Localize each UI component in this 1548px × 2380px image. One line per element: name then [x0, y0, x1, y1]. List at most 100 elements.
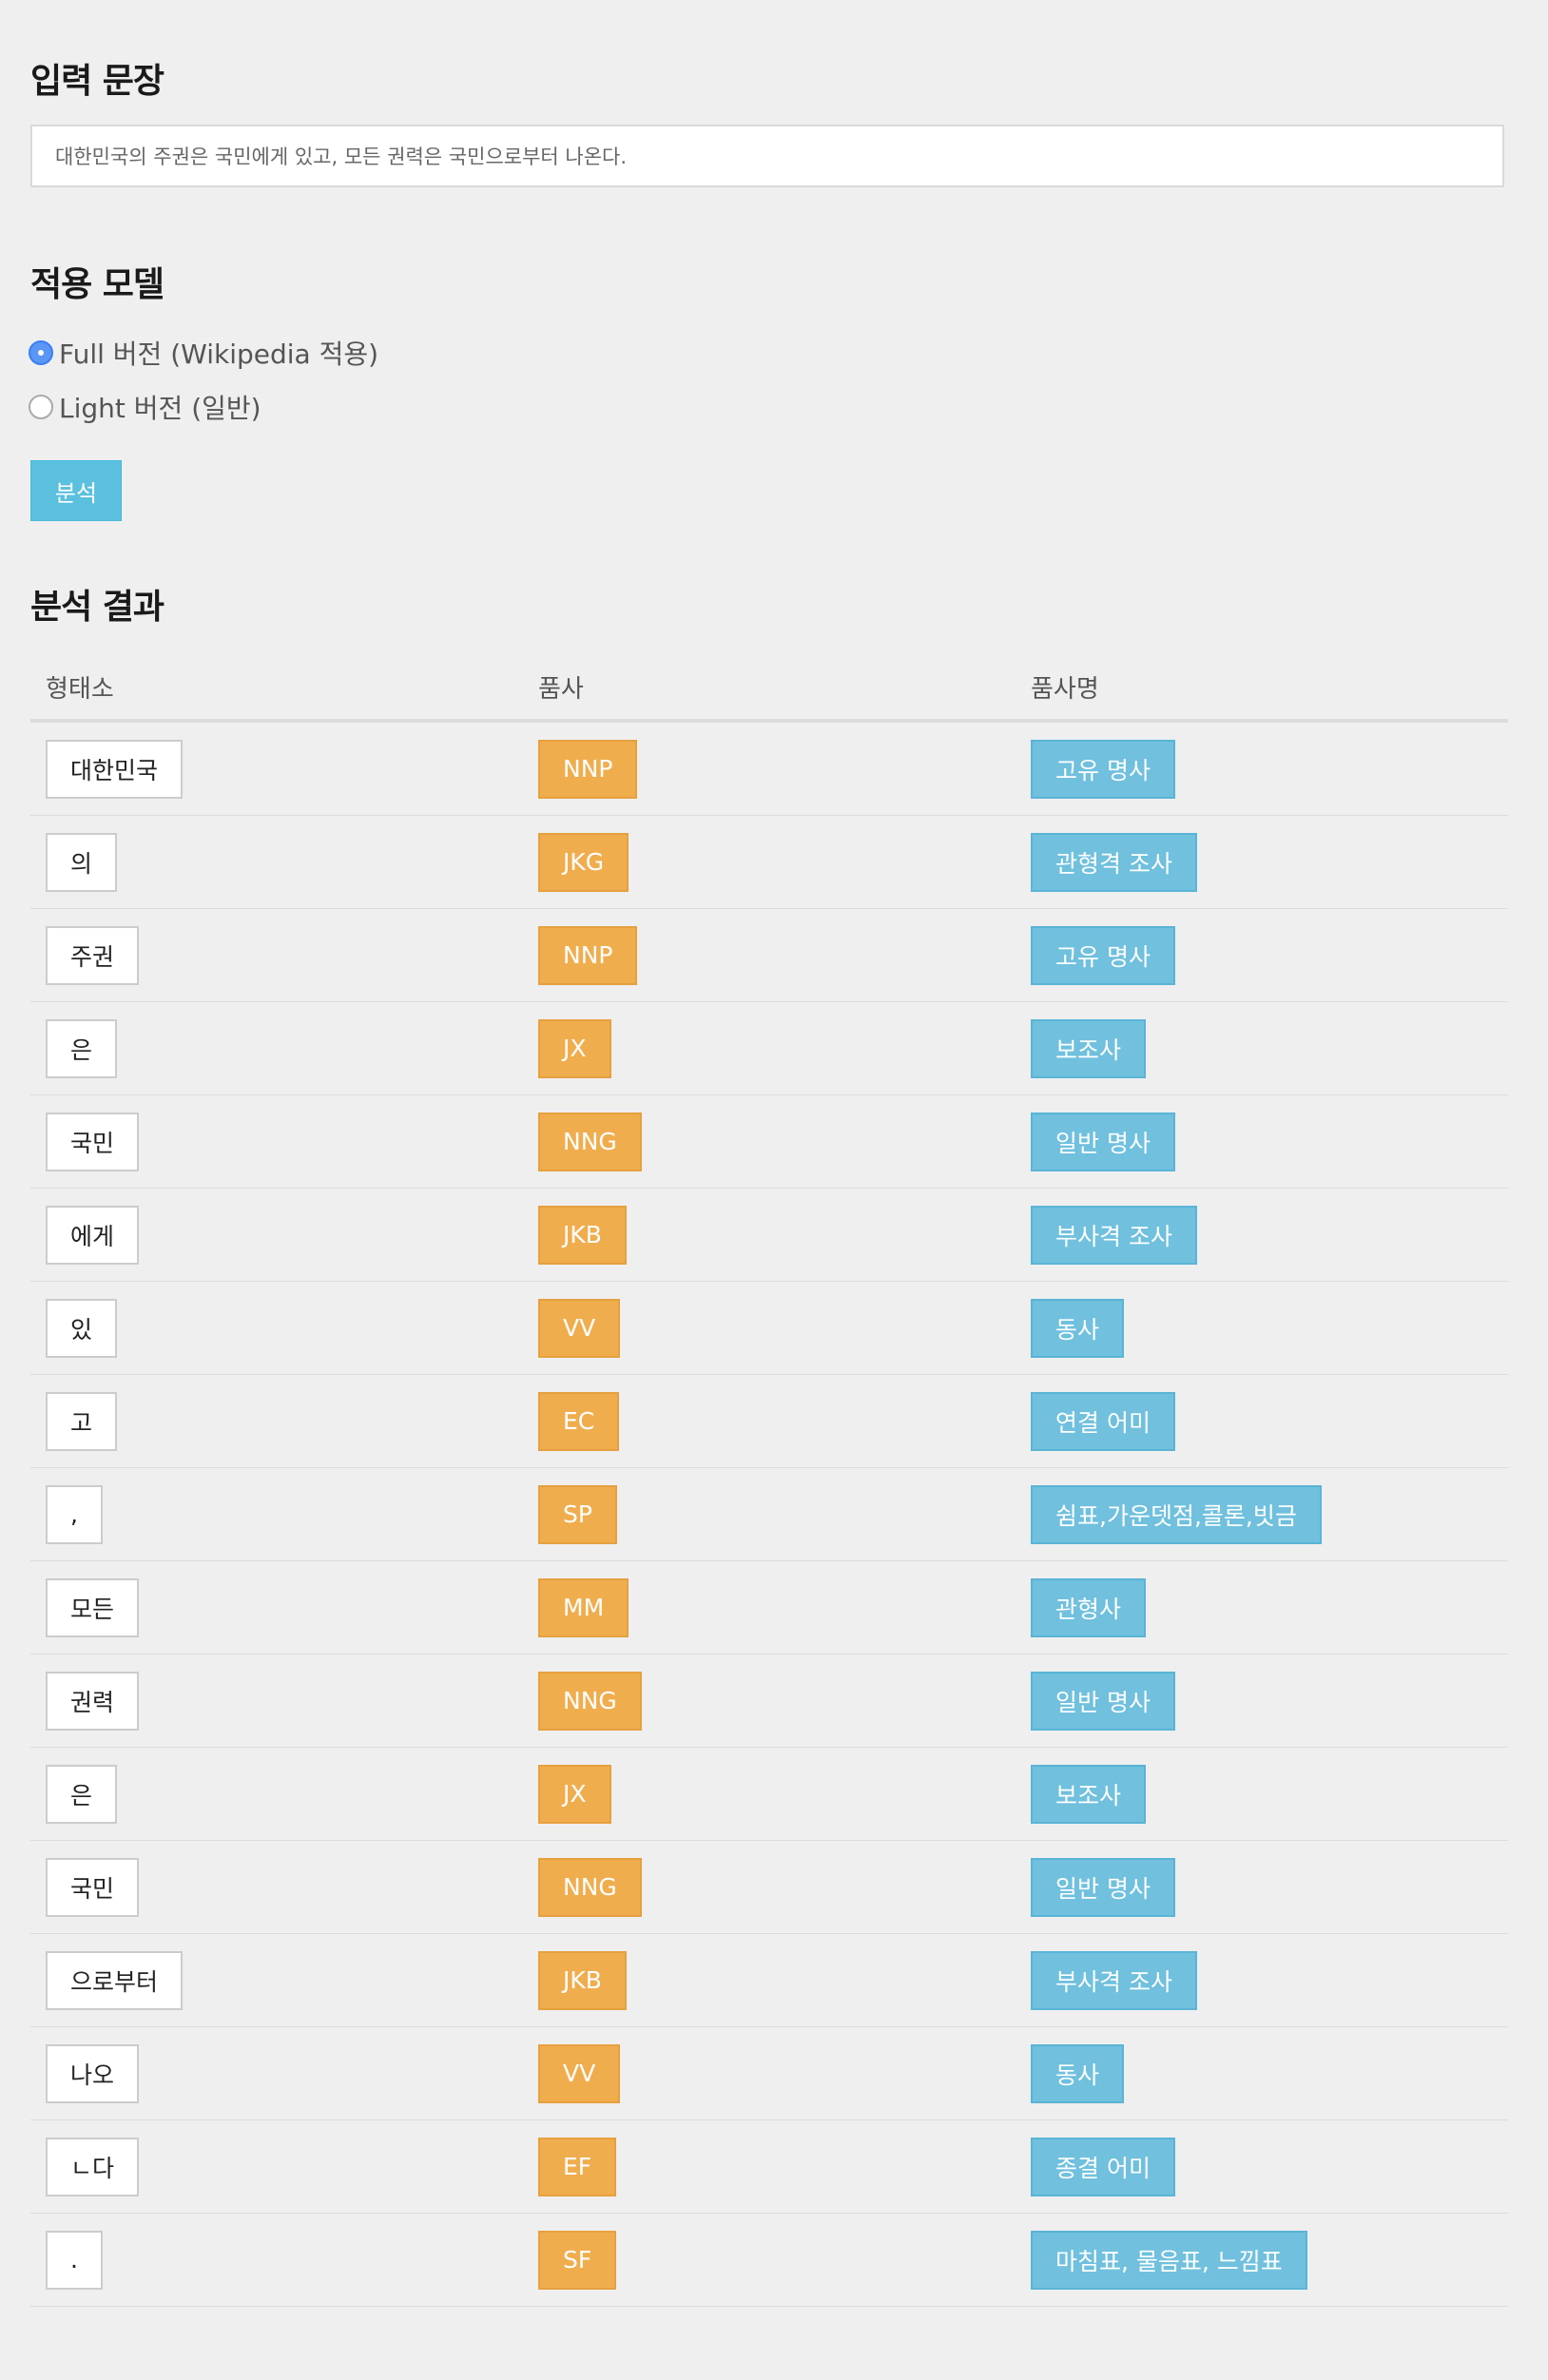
pos-name-tag: 보조사: [1031, 1018, 1147, 1078]
table-cell: 동사: [1016, 1298, 1508, 1358]
table-cell: 관형사: [1016, 1577, 1508, 1637]
pos-name-tag: 부사격 조사: [1031, 1205, 1197, 1265]
result-heading: 분석 결과: [30, 588, 164, 627]
radio-full[interactable]: [29, 340, 53, 365]
table-cell: 일반 명사: [1016, 1857, 1508, 1917]
table-row: 은 JX 보조사: [30, 1748, 1508, 1841]
table-cell: 일반 명사: [1016, 1671, 1508, 1731]
morpheme-tag: ,: [46, 1484, 103, 1544]
morpheme-tag: .: [46, 2230, 103, 2290]
table-cell: 은: [30, 1018, 523, 1078]
morpheme-tag: 에게: [46, 1205, 140, 1265]
pos-name-tag: 보조사: [1031, 1764, 1147, 1824]
table-row: ㄴ다 EF 종결 어미: [30, 2120, 1508, 2214]
header-pos-name: 품사명: [1031, 674, 1099, 704]
table-cell: 있: [30, 1298, 523, 1358]
table-row: 있 VV 동사: [30, 1282, 1508, 1375]
table-cell: JKB: [523, 1205, 1016, 1265]
pos-tag: EC: [538, 1391, 620, 1451]
pos-name-tag: 연결 어미: [1031, 1391, 1175, 1451]
morpheme-tag: 은: [46, 1018, 118, 1078]
input-heading: 입력 문장: [30, 62, 164, 101]
table-cell: JKG: [523, 832, 1016, 892]
model-option-light-label: Light 버전 (일반): [59, 393, 261, 424]
table-cell: 부사격 조사: [1016, 1205, 1508, 1265]
pos-name-tag: 관형격 조사: [1031, 832, 1197, 892]
morpheme-tag: 있: [46, 1298, 118, 1358]
morpheme-tag: 모든: [46, 1577, 140, 1637]
table-row: 국민 NNG 일반 명사: [30, 1095, 1508, 1189]
pos-tag: JX: [538, 1018, 611, 1078]
pos-tag: SP: [538, 1484, 617, 1544]
table-cell: 의: [30, 832, 523, 892]
table-cell: VV: [523, 2043, 1016, 2103]
table-cell: 대한민국: [30, 739, 523, 799]
pos-name-tag: 동사: [1031, 1298, 1125, 1358]
table-cell: EC: [523, 1391, 1016, 1451]
table-cell: NNG: [523, 1112, 1016, 1171]
table-cell: 주권: [30, 925, 523, 985]
radio-light[interactable]: [29, 395, 53, 419]
morpheme-tag: 나오: [46, 2043, 140, 2103]
morpheme-tag: 의: [46, 832, 118, 892]
table-cell: 국민: [30, 1112, 523, 1171]
morpheme-tag: 대한민국: [46, 739, 184, 799]
table-row: , SP 쉼표,가운뎃점,콜론,빗금: [30, 1468, 1508, 1561]
table-cell: 보조사: [1016, 1764, 1508, 1824]
pos-tag: JKG: [538, 832, 629, 892]
sentence-input[interactable]: 대한민국의 주권은 국민에게 있고, 모든 권력은 국민으로부터 나온다.: [30, 125, 1504, 187]
table-cell: 에게: [30, 1205, 523, 1265]
table-cell: NNG: [523, 1857, 1016, 1917]
table-cell: 쉼표,가운뎃점,콜론,빗금: [1016, 1484, 1508, 1544]
pos-name-tag: 일반 명사: [1031, 1112, 1175, 1171]
table-cell: 관형격 조사: [1016, 832, 1508, 892]
table-body: 대한민국 NNP 고유 명사 의 JKG 관형격 조사 주권 NNP 고유 명사 은 JX 보조사 국민…: [30, 723, 1508, 2307]
pos-tag: NNP: [538, 739, 638, 799]
pos-tag: JX: [538, 1764, 611, 1824]
header-pos: 품사: [538, 674, 584, 704]
table-cell: 은: [30, 1764, 523, 1824]
pos-tag: JKB: [538, 1205, 627, 1265]
table-cell: SF: [523, 2230, 1016, 2290]
pos-name-tag: 쉼표,가운뎃점,콜론,빗금: [1031, 1484, 1322, 1544]
table-cell: EF: [523, 2137, 1016, 2196]
morpheme-tag: 권력: [46, 1671, 140, 1731]
table-row: 에게 JKB 부사격 조사: [30, 1189, 1508, 1282]
pos-tag: NNG: [538, 1857, 642, 1917]
table-cell: 모든: [30, 1577, 523, 1637]
header-morpheme: 형태소: [46, 674, 114, 704]
table-cell: 일반 명사: [1016, 1112, 1508, 1171]
analyze-button[interactable]: 분석: [30, 460, 122, 521]
table-cell: 부사격 조사: [1016, 1950, 1508, 2010]
table-row: 으로부터 JKB 부사격 조사: [30, 1934, 1508, 2027]
morpheme-tag: 국민: [46, 1112, 140, 1171]
morpheme-tag: 은: [46, 1764, 118, 1824]
table-cell: JX: [523, 1764, 1016, 1824]
pos-tag: NNG: [538, 1671, 642, 1731]
table-cell: 으로부터: [30, 1950, 523, 2010]
pos-tag: JKB: [538, 1950, 627, 2010]
table-cell: 고유 명사: [1016, 739, 1508, 799]
table-cell: 나오: [30, 2043, 523, 2103]
table-cell: .: [30, 2230, 523, 2290]
morpheme-tag: 주권: [46, 925, 140, 985]
table-row: 고 EC 연결 어미: [30, 1375, 1508, 1468]
pos-name-tag: 동사: [1031, 2043, 1125, 2103]
model-option-light[interactable]: Light 버전 (일반): [29, 388, 261, 426]
table-cell: 연결 어미: [1016, 1391, 1508, 1451]
table-row: . SF 마침표, 물음표, 느낌표: [30, 2214, 1508, 2307]
pos-name-tag: 고유 명사: [1031, 925, 1175, 985]
pos-tag: NNG: [538, 1112, 642, 1171]
table-header: 형태소 품사 품사명: [30, 654, 1508, 723]
morpheme-tag: 국민: [46, 1857, 140, 1917]
table-cell: MM: [523, 1577, 1016, 1637]
model-option-full[interactable]: Full 버전 (Wikipedia 적용): [29, 334, 378, 372]
pos-name-tag: 일반 명사: [1031, 1857, 1175, 1917]
table-cell: 고: [30, 1391, 523, 1451]
morpheme-tag: ㄴ다: [46, 2137, 140, 2196]
table-row: 대한민국 NNP 고유 명사: [30, 723, 1508, 816]
table-cell: 종결 어미: [1016, 2137, 1508, 2196]
table-row: 국민 NNG 일반 명사: [30, 1841, 1508, 1934]
pos-name-tag: 부사격 조사: [1031, 1950, 1197, 2010]
